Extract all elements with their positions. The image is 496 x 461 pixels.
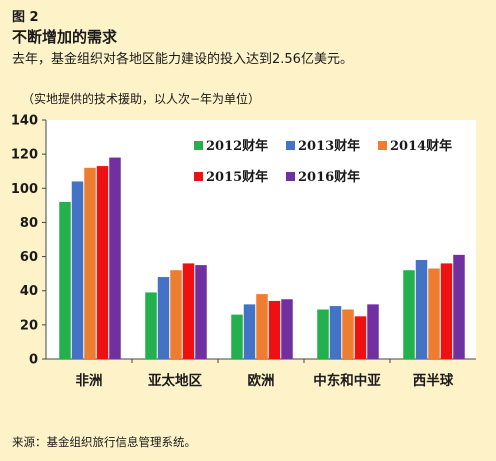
bar bbox=[59, 201, 71, 359]
figure-label: 图 2 bbox=[12, 10, 39, 25]
legend-label: 2013财年 bbox=[298, 138, 360, 154]
category-label: 欧洲 bbox=[248, 372, 275, 389]
legend-label: 2012财年 bbox=[206, 138, 268, 154]
y-tick-label: 20 bbox=[20, 318, 38, 333]
bar bbox=[354, 316, 367, 359]
bar bbox=[231, 314, 243, 359]
category-label: 亚太地区 bbox=[148, 372, 202, 389]
y-tick-label: 140 bbox=[11, 114, 38, 129]
category-label: 中东和中亚 bbox=[313, 372, 381, 389]
bar bbox=[145, 292, 157, 359]
bar bbox=[367, 304, 379, 359]
category-label: 西半球 bbox=[413, 372, 454, 389]
y-tick-label: 0 bbox=[29, 353, 38, 368]
legend-swatch bbox=[194, 172, 203, 181]
source-note: 来源：基金组织旅行信息管理系统。 bbox=[12, 435, 196, 449]
bar bbox=[157, 277, 170, 359]
bar bbox=[84, 167, 96, 359]
bar bbox=[403, 270, 415, 359]
bar bbox=[195, 265, 207, 359]
bar bbox=[453, 254, 465, 359]
bar bbox=[428, 268, 440, 359]
legend-label: 2014财年 bbox=[390, 138, 452, 154]
bar bbox=[329, 306, 342, 359]
bar bbox=[243, 304, 256, 359]
bar bbox=[342, 309, 354, 359]
y-tick-label: 100 bbox=[11, 182, 38, 197]
legend-swatch bbox=[194, 141, 203, 150]
bar bbox=[182, 263, 195, 359]
bar bbox=[170, 270, 182, 359]
legend-swatch bbox=[378, 141, 387, 150]
y-tick-label: 120 bbox=[11, 148, 38, 163]
y-tick-label: 80 bbox=[20, 216, 38, 231]
legend-swatch bbox=[286, 141, 295, 150]
bar bbox=[71, 181, 84, 359]
y-tick-label: 60 bbox=[20, 250, 38, 265]
legend-label: 2015财年 bbox=[206, 169, 268, 185]
bar bbox=[256, 294, 268, 359]
bar bbox=[281, 299, 293, 359]
legend-swatch bbox=[286, 172, 295, 181]
chart-headline: 不断增加的需求 bbox=[12, 28, 118, 46]
bar bbox=[96, 166, 109, 359]
y-tick-label: 40 bbox=[20, 284, 38, 299]
legend-label: 2016财年 bbox=[298, 169, 360, 185]
unit-note: （实地提供的技术援助，以人次−年为单位） bbox=[22, 92, 261, 106]
bar bbox=[440, 263, 453, 359]
chart-subhead: 去年，基金组织对各地区能力建设的投入达到2.56亿美元。 bbox=[12, 52, 353, 67]
category-label: 非洲 bbox=[76, 372, 103, 389]
bar bbox=[268, 300, 281, 359]
bar bbox=[317, 309, 329, 359]
bar bbox=[415, 259, 428, 359]
bar bbox=[109, 157, 121, 359]
